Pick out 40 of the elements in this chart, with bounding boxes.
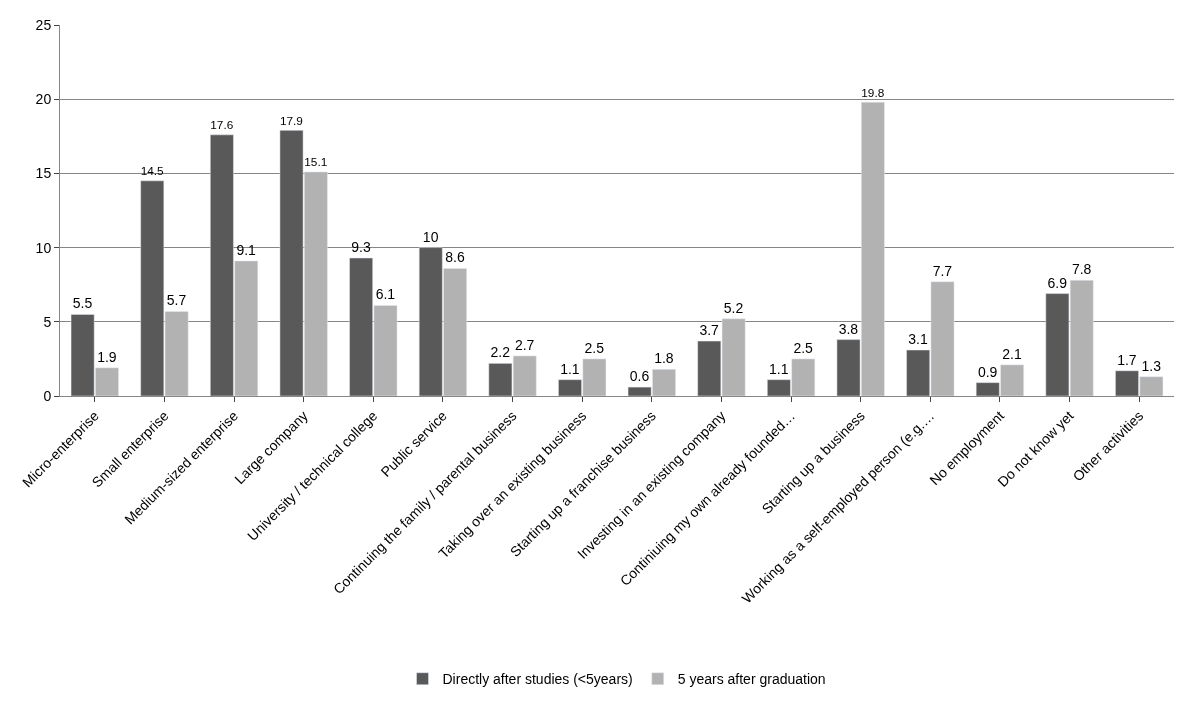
y-tick-label: 5: [43, 313, 52, 330]
data-label: 2.1: [1002, 345, 1022, 362]
data-label: 9.3: [351, 238, 371, 255]
data-label: 1.1: [560, 360, 580, 377]
data-label: 2.5: [584, 339, 605, 356]
data-label: 2.7: [514, 336, 535, 353]
data-label: 1.3: [1141, 357, 1162, 374]
data-label: 17.9: [279, 113, 303, 128]
legend-label: 5 years after graduation: [677, 671, 826, 688]
data-label: 6.9: [1047, 274, 1068, 291]
y-tick-label: 25: [35, 16, 52, 33]
y-tick-label: 15: [35, 165, 52, 182]
data-label: 1.8: [654, 350, 674, 367]
data-label: 14.5: [140, 164, 165, 179]
data-label: 1.9: [97, 348, 117, 365]
data-label: 5.5: [72, 295, 93, 312]
y-tick-label: 20: [35, 91, 52, 108]
data-label: 5.7: [166, 292, 187, 309]
data-label: 7.7: [932, 262, 953, 279]
data-label: 2.5: [793, 339, 814, 356]
data-label: 3.8: [838, 320, 859, 337]
data-label: 2.2: [490, 344, 511, 361]
data-label: 8.6: [445, 249, 465, 266]
data-label: 15.1: [304, 155, 328, 170]
data-label: 1.7: [1117, 351, 1137, 368]
y-tick-label: 0: [43, 387, 52, 404]
data-label: 9.1: [236, 241, 257, 258]
data-label: 10: [422, 228, 439, 245]
data-label: 7.8: [1071, 261, 1092, 278]
data-label: 19.8: [861, 85, 885, 100]
y-tick-label: 10: [35, 239, 52, 256]
data-label: 6.1: [375, 286, 396, 303]
data-label: 5.2: [723, 299, 744, 316]
legend-label: Directly after studies (<5years): [442, 671, 633, 688]
data-label: 1.1: [769, 360, 789, 377]
data-label: 3.1: [908, 331, 928, 347]
data-label: 0.9: [977, 363, 998, 380]
data-label: 3.7: [699, 322, 720, 339]
data-label: 0.6: [629, 368, 650, 385]
data-label: 17.6: [210, 118, 234, 133]
